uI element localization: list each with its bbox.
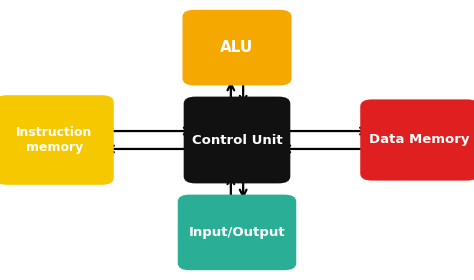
Text: ALU: ALU	[220, 40, 254, 55]
FancyBboxPatch shape	[360, 99, 474, 181]
Text: Instruction
memory: Instruction memory	[16, 125, 93, 155]
Text: Control Unit: Control Unit	[191, 134, 283, 146]
FancyBboxPatch shape	[182, 10, 292, 85]
Text: Input/Output: Input/Output	[189, 226, 285, 239]
FancyBboxPatch shape	[183, 97, 290, 183]
Text: Data Memory: Data Memory	[369, 134, 470, 146]
FancyBboxPatch shape	[178, 195, 296, 270]
FancyBboxPatch shape	[0, 95, 114, 185]
